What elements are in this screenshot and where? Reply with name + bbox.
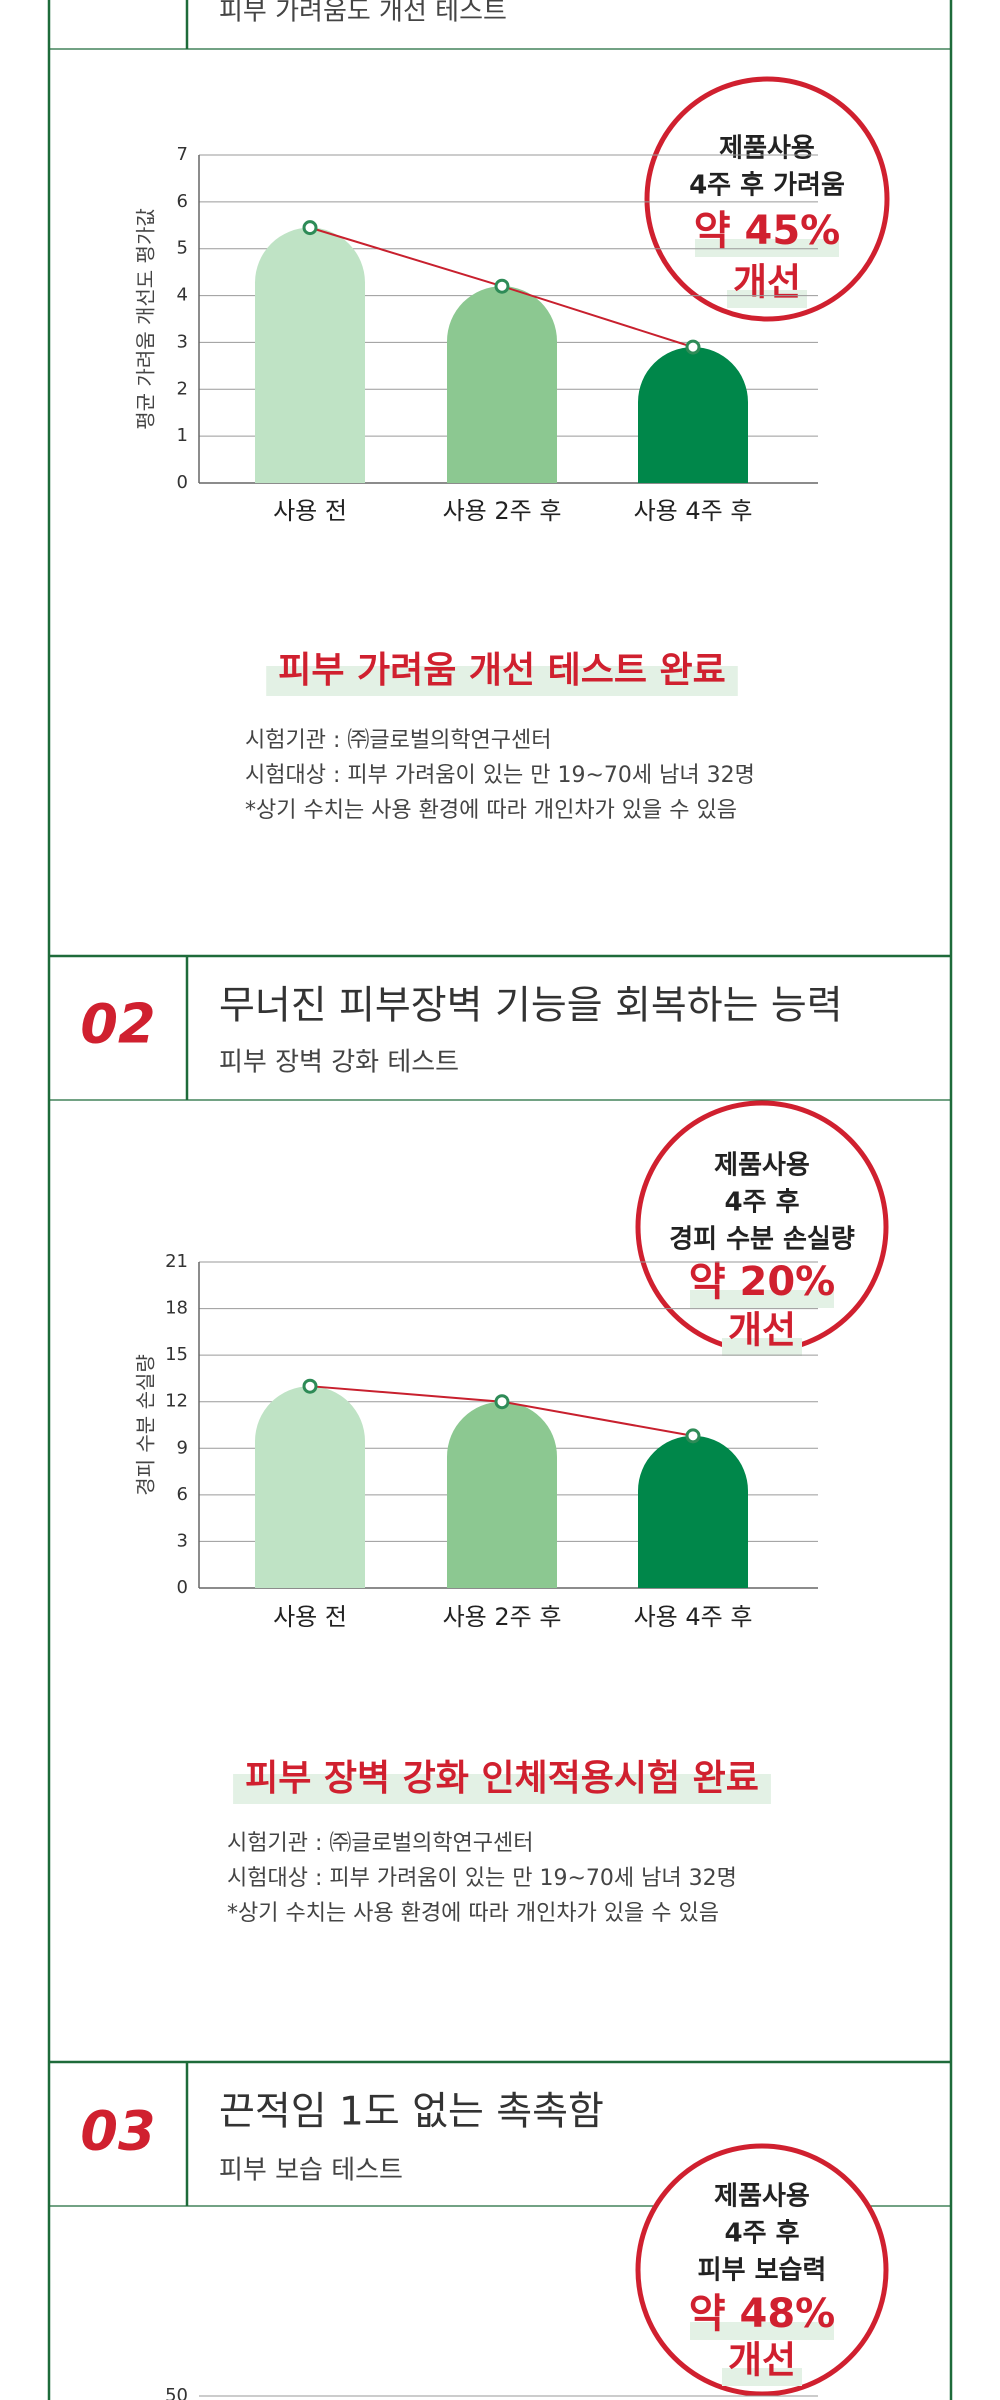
headline-highlight [233, 1774, 771, 1804]
section-subtitle: 피부 장벽 강화 테스트 [219, 1048, 459, 1078]
badge-line: 제품사용 [719, 134, 815, 164]
frame [47, 0, 953, 2400]
y-tick-label: 6 [177, 1484, 188, 1505]
y-tick-label: 12 [165, 1391, 188, 1412]
bar [638, 347, 748, 483]
badge-line: 제품사용 [714, 1151, 810, 1181]
y-tick-label: 3 [177, 1530, 188, 1551]
section-subtitle: 피부 가려움도 개선 테스트 [219, 0, 507, 27]
section-subtitle: 피부 보습 테스트 [219, 2156, 403, 2186]
section-number: 02 [80, 993, 155, 1056]
y-tick-label: 21 [165, 1251, 188, 1272]
bar [638, 1435, 748, 1588]
badge-result: 약 48% [689, 2291, 835, 2337]
y-tick-label: 3 [177, 331, 188, 352]
note: *상기 수치는 사용 환경에 따라 개인차가 있을 수 있음 [227, 1901, 719, 1926]
point [302, 1378, 318, 1394]
note: *상기 수치는 사용 환경에 따라 개인차가 있을 수 있음 [245, 798, 737, 823]
x-tick-label: 사용 4주 후 [634, 497, 753, 525]
bar [255, 227, 365, 483]
point [685, 339, 701, 355]
y-tick-label: 5 [177, 238, 188, 259]
y-tick-label: 1 [177, 425, 188, 446]
bar [255, 1386, 365, 1588]
section-number: 03 [80, 2100, 155, 2163]
x-tick-label: 사용 2주 후 [443, 1603, 562, 1631]
note: 시험대상 : 피부 가려움이 있는 만 19~70세 남녀 32명 [245, 763, 755, 788]
y-tick-label: 0 [177, 472, 188, 493]
badge-highlight [722, 1338, 802, 1356]
y-tick-label: 2 [177, 378, 188, 399]
headline: 피부 가려움 개선 테스트 완료 [278, 650, 726, 691]
y-tick-label: 15 [165, 1344, 188, 1365]
badge-highlight [695, 239, 839, 257]
x-tick-label: 사용 전 [273, 1603, 347, 1631]
y-tick-label: 18 [165, 1298, 188, 1319]
section-title: 무너진 피부장벽 기능을 회복하는 능력 [219, 984, 843, 1029]
point [302, 220, 318, 236]
x-tick-label: 사용 2주 후 [443, 497, 562, 525]
badge-highlight [690, 1290, 834, 1308]
badge-result-word: 개선 [733, 261, 801, 304]
y-tick-label: 6 [177, 191, 188, 212]
y-axis-label: 평균 가려움 개선도 평가값 [134, 208, 158, 429]
headline-highlight [266, 666, 738, 696]
headline: 피부 장벽 강화 인체적용시험 완료 [245, 1758, 759, 1799]
y-tick-label: 7 [177, 144, 188, 165]
y-tick-label: 0 [177, 1577, 188, 1598]
point [685, 1428, 701, 1444]
note: 시험대상 : 피부 가려움이 있는 만 19~70세 남녀 32명 [227, 1866, 737, 1891]
y-tick-label: 9 [177, 1437, 188, 1458]
point [494, 1394, 510, 1410]
badge-highlight [727, 290, 807, 308]
x-tick-label: 사용 전 [273, 497, 347, 525]
badge-line: 4주 후 가려움 [689, 171, 845, 201]
badge-result-word: 개선 [728, 1309, 796, 1352]
badge-result-word: 개선 [728, 2339, 796, 2382]
badge-line: 4주 후 [725, 2219, 800, 2249]
badge-circle [644, 76, 890, 322]
badge-result: 약 20% [689, 1259, 835, 1305]
x-tick-label: 사용 4주 후 [634, 1603, 753, 1631]
badge-line: 4주 후 [725, 1188, 800, 1218]
badge-highlight [690, 2322, 834, 2340]
y-tick-label: 50 [165, 2385, 188, 2400]
badge-line: 제품사용 [714, 2182, 810, 2212]
badge-line: 피부 보습력 [698, 2256, 827, 2286]
section-title: 끈적임 1도 없는 촉촉함 [219, 2090, 604, 2135]
y-tick-label: 4 [177, 285, 188, 306]
badge-highlight [722, 2368, 802, 2386]
bar [447, 1401, 557, 1588]
note: 시험기관 : ㈜글로벌의학연구센터 [227, 1831, 534, 1856]
bar [447, 286, 557, 483]
badge-result: 약 45% [694, 208, 840, 254]
point [494, 278, 510, 294]
y-axis-label: 경피 수분 손실량 [134, 1354, 158, 1496]
badge-line: 경피 수분 손실량 [669, 1225, 855, 1255]
note: 시험기관 : ㈜글로벌의학연구센터 [245, 728, 552, 753]
